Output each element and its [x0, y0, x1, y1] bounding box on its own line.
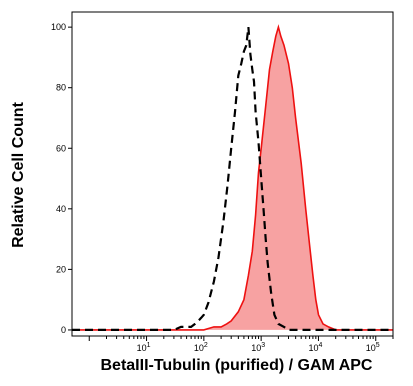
filled-histogram-outline — [72, 24, 393, 331]
x-axis: 101 102 103 104 105 — [88, 336, 394, 353]
x-tick-label: 105 — [366, 342, 380, 353]
x-tick-label: 103 — [251, 342, 265, 353]
y-tick-label: 20 — [56, 264, 66, 274]
y-tick-label: 60 — [56, 143, 66, 153]
plot-marks — [72, 24, 393, 331]
plot-frame — [71, 11, 394, 337]
x-tick-exponent: 4 — [319, 342, 323, 349]
y-axis-label-box: Relative Cell Count — [2, 60, 36, 290]
x-tick-label: 102 — [194, 342, 208, 353]
filled-histogram-area — [72, 27, 393, 330]
x-tick-label: 101 — [137, 342, 151, 353]
x-tick-exponent: 5 — [376, 342, 380, 349]
y-tick-label: 100 — [51, 22, 66, 32]
x-tick-label: 104 — [308, 342, 322, 353]
y-tick-label: 40 — [56, 204, 66, 214]
x-tick-exponent: 1 — [147, 342, 151, 349]
y-axis-label: Relative Cell Count — [10, 102, 27, 248]
y-tick-label: 80 — [56, 83, 66, 93]
x-tick-exponent: 2 — [204, 342, 208, 349]
dashed-histogram-line — [72, 26, 393, 331]
x-tick-exponent: 3 — [261, 342, 265, 349]
x-axis-label: BetaIII-Tubulin (purified) / GAM APC — [100, 357, 373, 374]
y-axis: 0 20 40 60 80 100 — [51, 22, 72, 335]
y-tick-label: 0 — [61, 325, 66, 335]
